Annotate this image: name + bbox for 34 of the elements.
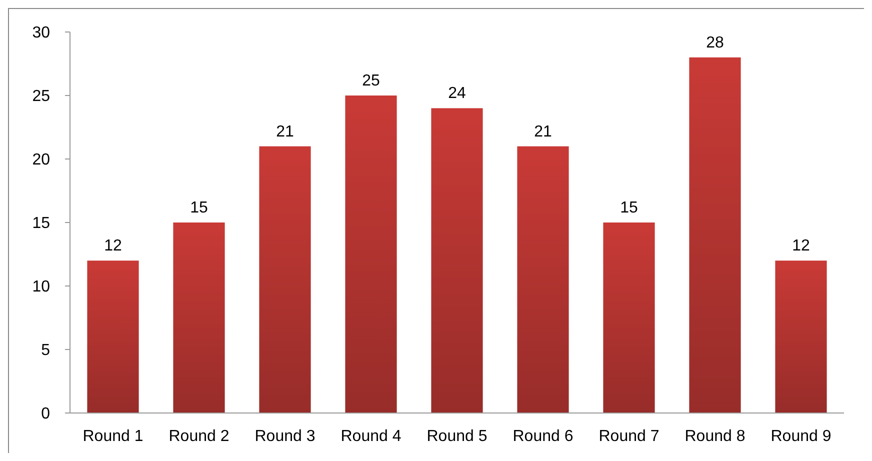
bar	[259, 146, 311, 413]
bar	[517, 146, 569, 413]
bar	[345, 96, 397, 413]
data-label: 15	[620, 200, 638, 216]
bar	[775, 260, 827, 413]
bar	[431, 108, 483, 413]
x-tick-label: Round 6	[512, 428, 574, 445]
x-tick-label: Round 4	[340, 428, 402, 445]
x-tick-label: Round 5	[426, 428, 488, 445]
x-tick-label: Round 2	[168, 428, 230, 445]
y-tick-label: 10	[32, 278, 50, 296]
y-tick-label: 5	[41, 342, 50, 360]
x-tick-label: Round 7	[598, 428, 660, 445]
data-label: 12	[792, 238, 810, 255]
bar	[87, 260, 139, 413]
data-label: 12	[104, 238, 122, 255]
y-tick-label: 30	[32, 24, 50, 42]
y-tick-label: 0	[41, 406, 50, 423]
bar	[689, 57, 741, 413]
data-label: 21	[534, 123, 552, 140]
y-tick-label: 15	[32, 215, 50, 232]
y-tick-label: 20	[32, 152, 50, 169]
bar	[173, 222, 225, 413]
x-tick-label: Round 3	[254, 428, 316, 445]
data-label: 28	[706, 34, 724, 52]
bar	[603, 222, 655, 413]
data-label: 24	[448, 85, 466, 102]
x-tick-label: Round 8	[684, 428, 746, 445]
y-tick-label: 25	[32, 88, 50, 106]
data-label: 21	[276, 123, 294, 140]
data-label: 15	[190, 200, 208, 216]
x-tick-label: Round 1	[82, 428, 144, 445]
data-label: 25	[362, 72, 380, 90]
x-tick-label: Round 9	[770, 428, 832, 445]
